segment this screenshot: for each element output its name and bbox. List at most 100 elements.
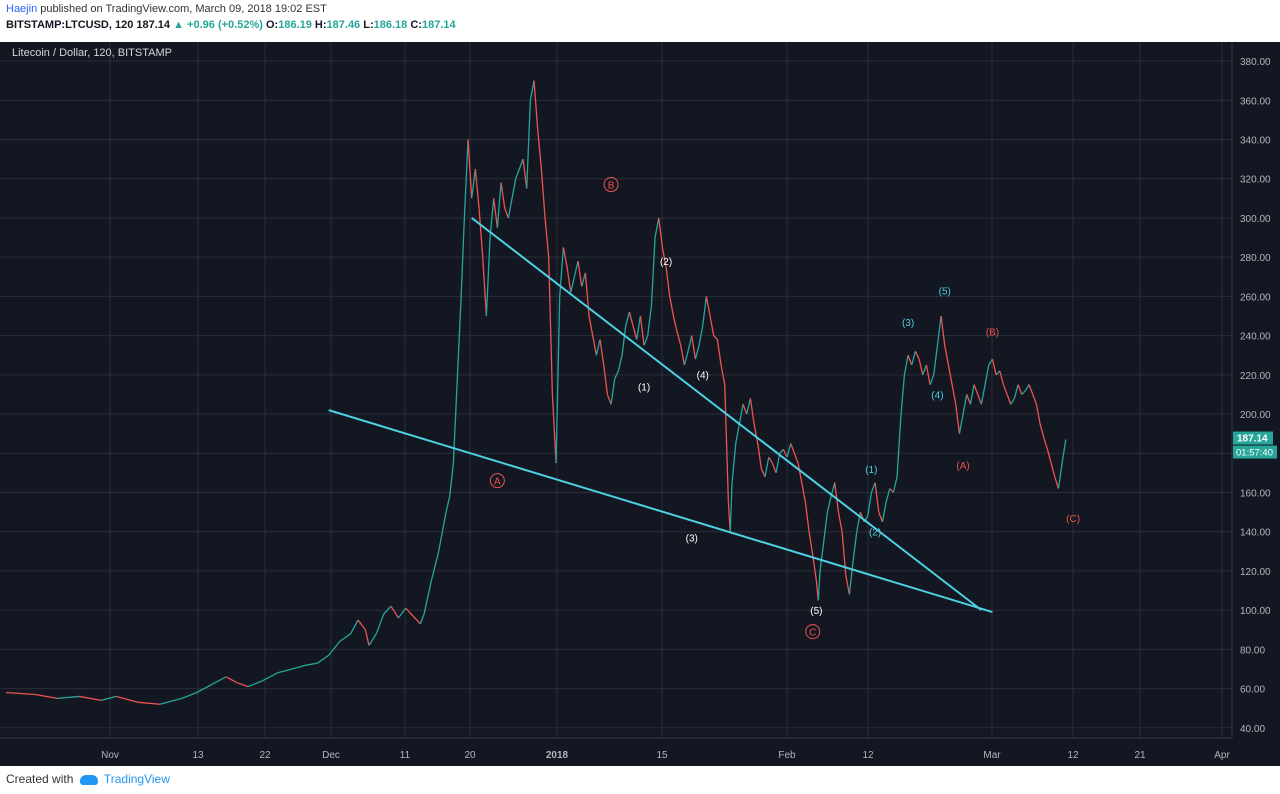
price-segment <box>493 198 499 228</box>
wave-label: C <box>809 628 816 639</box>
price-segment <box>390 605 399 619</box>
price-segment <box>698 325 704 346</box>
x-tick-label: 15 <box>656 750 668 761</box>
price-segment <box>137 701 161 705</box>
price-segment <box>463 139 469 218</box>
symbol-label: BITSTAMP:LTCUSD, 120 <box>6 19 134 31</box>
price-segment <box>350 619 359 634</box>
price-segment <box>522 159 528 189</box>
chart-title: Litecoin / Dollar, 120, BITSTAMP <box>12 47 172 59</box>
price-segment <box>419 613 425 625</box>
price-segment <box>680 345 686 366</box>
price-segment <box>482 257 488 317</box>
price-segment <box>1046 449 1052 464</box>
price-segment <box>889 488 894 493</box>
price-segment <box>691 335 697 360</box>
price-segment <box>57 695 80 700</box>
tradingview-brand-link[interactable]: TradingView <box>103 772 170 786</box>
x-tick-label: 12 <box>862 750 874 761</box>
x-tick-label: 21 <box>1134 750 1146 761</box>
price-segment <box>885 488 891 503</box>
price-segment <box>577 260 583 287</box>
y-tick-label: 120.00 <box>1240 567 1271 578</box>
price-segment <box>782 449 788 458</box>
price-chart[interactable]: 40.00 60.00 80.00 100.00 120.00 140.00 160.00 1… <box>0 42 1280 766</box>
y-tick-label: 300.00 <box>1240 214 1271 225</box>
price-segment <box>211 676 227 686</box>
price-segment <box>823 512 829 542</box>
price-segment <box>196 684 212 694</box>
price-segment <box>958 413 964 434</box>
price-segment <box>705 296 711 317</box>
wave-label: (4) <box>697 371 709 382</box>
last-price-badge <box>1233 431 1273 445</box>
price-segment <box>79 695 102 701</box>
countdown-label: 01:57:40 <box>1236 448 1273 459</box>
wave-label-circle <box>603 177 619 193</box>
price-segment <box>636 315 642 340</box>
chart-area[interactable]: 40.00 60.00 80.00 100.00 120.00 140.00 160.00 1… <box>0 42 1280 766</box>
price-segment <box>804 502 810 532</box>
price-segment <box>101 695 117 701</box>
price-segment <box>793 453 799 464</box>
price-segment <box>683 351 689 366</box>
price-segment <box>368 633 377 646</box>
price-segment <box>1032 394 1038 405</box>
price-segment <box>456 306 462 385</box>
price-segment <box>614 370 619 380</box>
price-segment <box>1054 476 1060 489</box>
price-segment <box>504 207 509 219</box>
y-tick-label: 380.00 <box>1240 57 1271 68</box>
price-segment <box>500 182 506 209</box>
price-segment <box>724 384 730 503</box>
price-segment <box>562 247 568 268</box>
low-value: 186.18 <box>373 19 408 31</box>
price-segment <box>966 394 972 405</box>
price-segment <box>867 492 873 517</box>
price-segment <box>471 168 477 199</box>
price-segment <box>749 398 755 424</box>
y-tick-label: 320.00 <box>1240 175 1271 186</box>
y-tick-label: 140.00 <box>1240 528 1271 539</box>
price-segment <box>529 80 535 101</box>
price-segment <box>940 315 946 346</box>
price-segment <box>1024 384 1030 391</box>
price-segment <box>460 217 466 307</box>
wave-label: A <box>494 477 501 488</box>
price-segment <box>738 404 744 424</box>
price-segment <box>441 511 447 532</box>
price-segment <box>438 531 444 552</box>
price-segment <box>225 676 238 684</box>
wave-label: (1) <box>865 465 877 476</box>
wave-label: (C) <box>1066 514 1080 525</box>
price-segment <box>991 358 997 375</box>
price-segment <box>900 374 906 419</box>
author-link[interactable]: Haejin <box>6 3 38 15</box>
price-segment <box>694 345 700 360</box>
price-segment <box>834 482 840 513</box>
change-value: +0.96 (+0.52%) <box>187 19 263 31</box>
x-tick-label: 12 <box>1067 750 1079 761</box>
price-segment <box>669 296 675 317</box>
price-segment <box>735 423 741 444</box>
price-segment <box>595 339 601 356</box>
price-segment <box>911 351 917 366</box>
close-label: C: <box>410 19 422 31</box>
price-segment <box>1021 390 1026 395</box>
price-segment <box>746 398 752 415</box>
wave-label: (4) <box>931 390 943 401</box>
price-segment <box>775 453 781 473</box>
price-segment <box>5 691 36 696</box>
ohlc-line: BITSTAMP:LTCUSD, 120 187.14 ▲ +0.96 (+0.… <box>6 19 456 31</box>
price-segment <box>467 139 473 199</box>
price-segment <box>262 672 278 682</box>
price-segment <box>375 613 385 634</box>
price-segment <box>874 482 880 513</box>
price-segment <box>801 482 807 503</box>
open-value: 186.19 <box>278 19 312 31</box>
price-segment <box>918 358 924 375</box>
price-segment <box>1035 404 1041 424</box>
price-segment <box>485 237 491 317</box>
price-segment <box>632 325 638 340</box>
price-segment <box>672 315 678 332</box>
